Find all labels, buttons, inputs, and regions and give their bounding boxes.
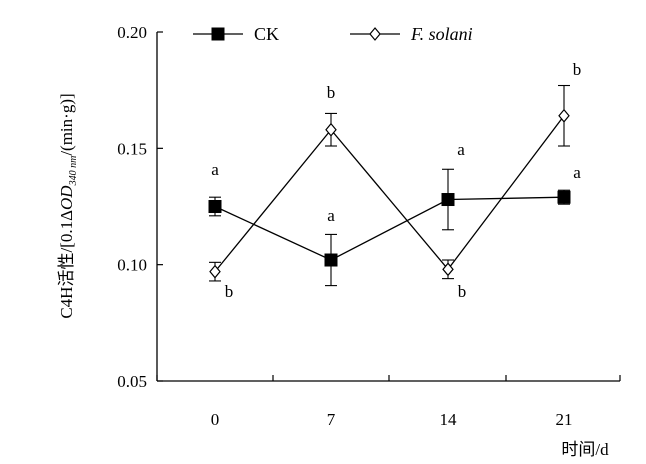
series-line-ck: [214, 196, 565, 261]
legend-label-ck: CK: [254, 24, 279, 44]
significance-letter: b: [225, 282, 234, 301]
data-point-ck: [208, 200, 222, 213]
axes: 0.05 0.10 0.15 0.20 0 7 14 21: [117, 23, 621, 429]
x-tick-label: 14: [440, 410, 458, 429]
y-tick-label: 0.15: [117, 139, 147, 158]
legend-marker-ck: [211, 27, 225, 41]
x-tick-label: 21: [556, 410, 573, 429]
data-point-ck: [441, 193, 455, 207]
y-tick-label: 0.05: [117, 372, 147, 391]
y-label-od: OD: [57, 185, 76, 210]
data-point-f-solani: [209, 264, 221, 279]
y-label-subscript: 340 nm: [68, 156, 79, 187]
x-axis-label: 时间/d: [561, 440, 609, 459]
x-tick-label: 7: [327, 410, 336, 429]
y-tick-label: 0.20: [117, 23, 147, 42]
legend: CK F. solani: [193, 24, 473, 44]
y-label-suffix: /(min·g)]: [57, 93, 76, 155]
legend-marker-f-solani: [369, 27, 381, 41]
y-label-prefix: C4H活性/[0.1Δ: [57, 210, 76, 319]
y-axis-label: C4H活性/[0.1ΔOD340 nm/(min·g)]: [57, 93, 79, 318]
data-point-ck: [557, 190, 571, 204]
svg-text:C4H活性/[0.1ΔOD340 nm/(min·g)]: C4H活性/[0.1ΔOD340 nm/(min·g)]: [57, 93, 79, 318]
data-point-f-solani: [558, 108, 570, 123]
significance-letter: a: [327, 206, 335, 225]
series-lines: [214, 115, 565, 273]
data-markers: [208, 108, 571, 279]
significance-letter: b: [327, 83, 336, 102]
y-tick-label: 0.10: [117, 256, 147, 275]
significance-letter: a: [457, 140, 465, 159]
data-point-ck: [324, 253, 338, 267]
significance-letters: a a a a b b b b: [211, 60, 581, 301]
series-line-f-solani: [214, 115, 565, 273]
error-bars: [209, 84, 570, 287]
significance-letter: b: [458, 282, 467, 301]
x-tick-label: 0: [211, 410, 220, 429]
significance-letter: a: [573, 163, 581, 182]
data-point-f-solani: [325, 122, 337, 137]
significance-letter: b: [573, 60, 582, 79]
data-point-f-solani: [442, 262, 454, 277]
legend-label-f-solani: F. solani: [410, 24, 473, 44]
significance-letter: a: [211, 160, 219, 179]
